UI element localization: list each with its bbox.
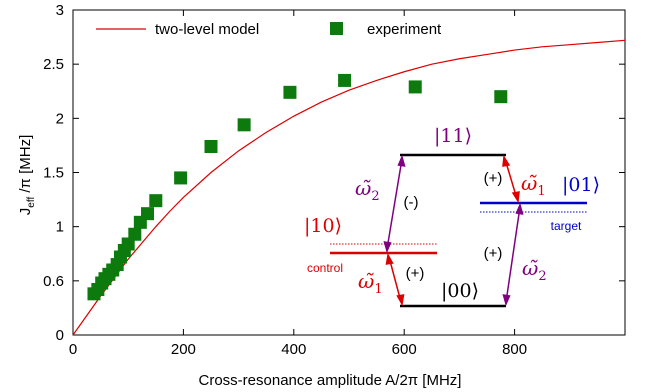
omega2-right-label: ω̃2: [522, 256, 547, 284]
y-tick-label: 2: [56, 110, 64, 127]
experiment-point: [174, 171, 188, 185]
experiment-point: [338, 73, 352, 87]
state-11-label: |11⟩: [434, 125, 472, 147]
experiment-point: [149, 194, 163, 208]
sign-plus-right-bottom-label: (+): [484, 245, 503, 262]
series-line-two-level-model: [72, 39, 626, 336]
y-tick-label: 0: [56, 327, 64, 344]
energy-level-inset: |11⟩ |01⟩ |10⟩ |00⟩ target control ω̃2 ω…: [304, 125, 600, 308]
y-tick-label: 2.5: [43, 56, 64, 73]
x-tick-label: 800: [502, 341, 527, 358]
sign-minus-label: (-): [404, 194, 419, 211]
y-axis-label: Jeff /π [MHz]: [17, 135, 37, 215]
target-label: target: [551, 219, 582, 233]
x-tick-label: 400: [281, 341, 306, 358]
series-layer: [72, 39, 626, 336]
legend: two-level model experiment: [96, 21, 442, 38]
arrow-omega2-right: [502, 202, 524, 307]
y-tick-label: 3: [56, 2, 64, 19]
y-axis-ticks: 0 0.6 1 1.5 2 2.5 3: [43, 2, 625, 344]
x-tick-label: 0: [69, 341, 77, 358]
legend-label-experiment: experiment: [367, 21, 442, 38]
experiment-point: [141, 207, 155, 221]
x-tick-label: 600: [392, 341, 417, 358]
experiment-point: [283, 85, 297, 99]
legend-marker-swatch: [330, 22, 343, 35]
experiment-point: [237, 118, 251, 132]
legend-label-model: two-level model: [155, 21, 259, 38]
x-tick-label: 200: [171, 341, 196, 358]
y-tick-label: 1: [56, 219, 64, 236]
sign-plus-left-label: (+): [406, 265, 425, 282]
control-label: control: [307, 261, 343, 275]
experiment-point: [128, 227, 142, 241]
omega1-right-label: ω̃1: [521, 171, 546, 199]
sign-plus-right-top-label: (+): [484, 170, 503, 187]
y-tick-label: 1.5: [43, 165, 64, 182]
experiment-point: [494, 90, 508, 104]
state-10-label: |10⟩: [304, 215, 342, 237]
arrow-omega1-right: [502, 154, 520, 204]
omega1-left-label: ω̃1: [358, 269, 383, 297]
arrow-omega1-left: [385, 252, 405, 307]
arrow-omega2-left: [383, 154, 406, 254]
x-axis-ticks: 0 200 400 600 800: [69, 10, 527, 358]
plot-frame: [72, 9, 626, 336]
omega2-left-label: ω̃2: [355, 176, 380, 204]
y-tick-label: 0.6: [43, 273, 64, 290]
state-00-label: |00⟩: [441, 280, 479, 302]
experiment-point: [204, 140, 218, 153]
state-01-label: |01⟩: [562, 174, 600, 196]
experiment-point: [408, 80, 422, 94]
x-axis-label: Cross-resonance amplitude A/2π [MHz]: [199, 372, 462, 389]
